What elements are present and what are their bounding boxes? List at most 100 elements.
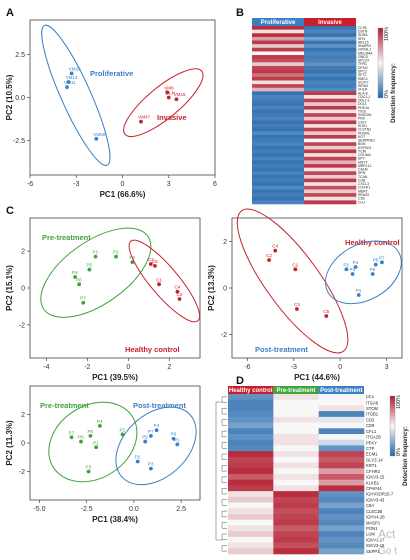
data-point [86,469,91,474]
data-point [69,435,74,440]
data-point [350,272,355,276]
data-point [65,85,69,90]
heatmap-cell [228,405,274,412]
heatmap-cell [252,189,305,194]
dendrogram-branch [221,476,227,483]
heatmap-cell [228,514,274,521]
data-point-label: P1 [174,437,180,442]
legend-title: Detection frequency: [403,426,409,486]
heatmap-cell [304,138,357,143]
y-axis-label: PC2 (10.5%) [5,74,14,120]
heatmap-cell [252,55,305,59]
gene-label: KRT1 [366,463,377,468]
x-tick-label: -6 [244,364,250,371]
heatmap-cell [273,416,319,423]
x-tick-label: 6 [213,181,217,188]
group-label: Post-treatment [255,345,308,354]
heatmap-cell [228,456,274,463]
gene-label: SFT2 [358,73,366,77]
heatmap-cell [252,76,305,81]
heatmap-cell [252,29,305,34]
data-point [171,436,176,441]
data-point-label: C5 [323,309,329,314]
column-header-label: Proliferative [261,20,296,26]
heatmap-cell [252,33,305,38]
y-tick-label: 2.5 [15,52,25,59]
x-tick-label: 2.5 [176,506,186,513]
data-point [97,424,102,428]
gene-label: IGKV3-43 [366,497,385,502]
dendrogram-branch [221,510,227,518]
gene-label: COL5A2 [358,153,371,157]
data-point-label: C2 [177,292,183,297]
heatmap-cell [318,542,365,549]
data-point-label: P5 [87,429,93,434]
heatmap-cell [252,80,305,85]
heatmap-cell [304,69,357,74]
heatmap-cell [228,451,274,458]
x-tick-label: 0 [338,364,342,371]
heatmap-cell [252,153,305,158]
gene-label: MELSMA [358,51,373,55]
heatmap-cell [228,519,274,526]
heatmap-cell [304,171,357,176]
data-point-label: P5 [142,435,148,440]
data-point-label: C4 [272,244,278,249]
x-tick-label: -2.5 [81,506,93,513]
data-point [135,459,140,464]
heatmap-cell [273,485,319,492]
gene-label: TCAN [358,175,368,179]
gene-label: GPX4L1 [358,48,371,52]
heatmap-cell [228,462,274,469]
heatmap-cell [304,36,357,41]
heatmap-cell [228,416,274,423]
gene-label: SERPINE1 [358,139,375,143]
data-point [295,307,299,311]
gene-label: C8A [366,503,374,508]
gene-label: IGHV3OR15-7 [366,492,394,497]
heatmap-cell [318,519,365,526]
heatmap-cell [252,73,305,78]
gene-label: SC077 [358,80,369,84]
data-point [81,300,86,305]
data-point-label: P1 [93,440,99,445]
heatmap-cell [304,44,357,49]
gene-label: SNSCB1 [358,113,372,117]
data-point-label: P6 [78,435,84,440]
heatmap-cell [252,116,305,121]
group-label: Proliferative [90,69,133,78]
x-axis-label: PC1 (66.6%) [100,190,146,199]
gene-label: C1B [358,197,365,201]
gene-label: IGKV3-16 [366,543,385,548]
data-point [148,466,153,471]
heatmap-cell [304,185,357,190]
gene-label: TFRC [358,62,368,66]
heatmap-cell [252,182,305,187]
heatmap-cell [273,434,319,441]
column-header-label: Invasive [318,20,342,26]
data-point [175,442,180,447]
data-point-label: P7 [80,296,86,301]
heatmap-cell [252,145,305,150]
gene-label: COX4I1 [358,186,370,190]
y-tick-label: 0.0 [15,95,25,102]
heatmap-cell [252,138,305,143]
data-point-label: P3 [350,267,356,272]
heatmap-cell [304,153,357,158]
gene-label: DCL1 [358,102,367,106]
y-axis-label: PC2 (13.3%) [207,265,216,311]
gene-label: SPN [358,171,366,175]
heatmap-cell [304,91,357,96]
y-tick-label: -2.5 [13,138,25,145]
heatmap-cell [228,542,274,549]
gene-label: CFHR2 [366,469,381,474]
watermark-text: Go t [378,546,397,557]
heatmap-cell [252,142,305,147]
data-point [165,90,170,95]
gene-label: KLKB1 [366,480,380,485]
data-point-label: P6 [171,432,177,437]
gene-label: TCIN [358,149,367,153]
heatmap-cell [318,536,365,543]
heatmap-cell [304,76,357,81]
x-tick-label: 3 [167,181,171,188]
